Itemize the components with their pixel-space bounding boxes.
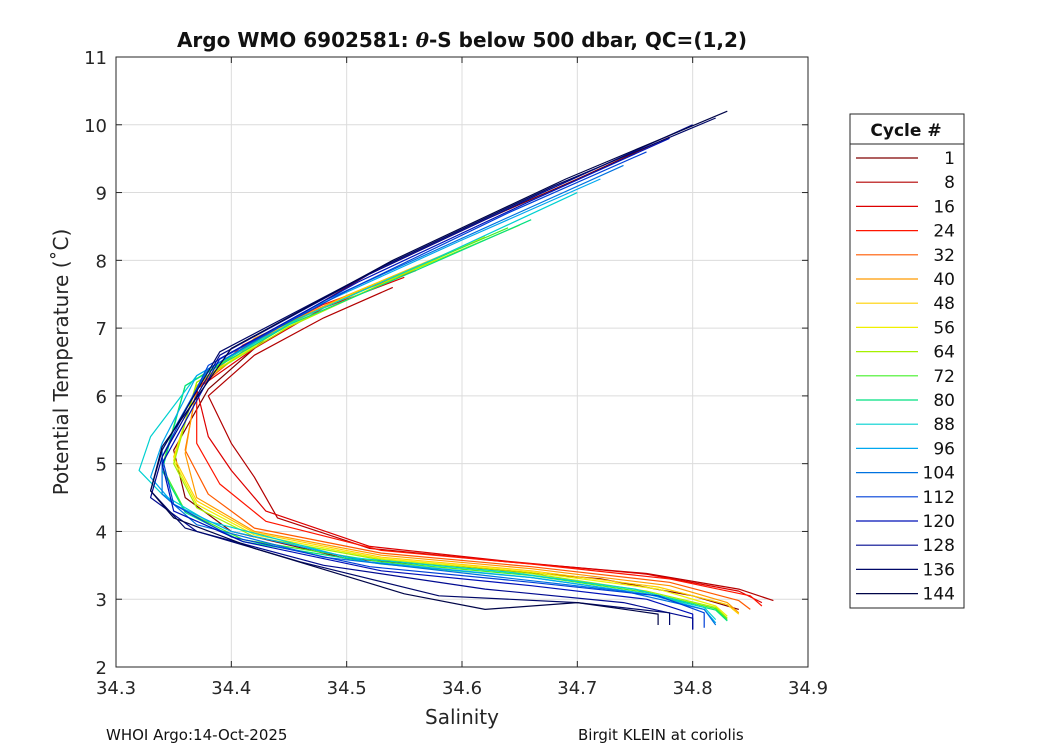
legend-label-cycle-8: 8	[944, 173, 955, 193]
axis-ticks: 34.3 34.4 34.5 34.6 34.7 34.8 34.9 2 3 4 5 6 7 8 9 10 11	[84, 48, 828, 699]
x-tick-label: 34.9	[788, 678, 828, 699]
x-tick-label: 34.5	[327, 678, 367, 699]
y-axis-label: Potential Temperature (˚C)	[49, 229, 73, 496]
legend: Cycle # 1 8 16 24 32 40 48 56 64 72 80 88 96 104 112 12…	[849, 113, 965, 609]
y-tick-label: 7	[96, 319, 107, 340]
x-tick-label: 34.3	[96, 678, 136, 699]
series-line-cycle-112	[161, 151, 705, 628]
chart-title: Argo WMO 6902581: θ-S below 500 dbar, QC…	[177, 28, 747, 52]
series-line-cycle-128	[150, 124, 694, 630]
legend-label-cycle-64: 64	[933, 343, 955, 363]
legend-label-cycle-128: 128	[923, 536, 955, 556]
y-tick-label: 9	[96, 184, 107, 205]
legend-label-cycle-112: 112	[923, 488, 955, 508]
series-line-cycle-120	[161, 137, 694, 629]
y-tick-label: 4	[96, 522, 107, 543]
y-tick-label: 11	[84, 48, 107, 69]
legend-label-cycle-40: 40	[933, 270, 955, 290]
series-line-cycle-48	[173, 246, 740, 615]
grid-lines	[116, 57, 808, 667]
legend-label-cycle-136: 136	[923, 560, 955, 580]
legend-label-cycle-144: 144	[923, 585, 955, 605]
y-tick-label: 8	[96, 251, 107, 272]
series-line-cycle-32	[184, 263, 751, 610]
y-tick-label: 2	[96, 658, 107, 679]
footer-right: Birgit KLEIN at coriolis	[578, 726, 744, 744]
x-tick-label: 34.7	[557, 678, 597, 699]
legend-label-cycle-16: 16	[933, 197, 955, 217]
legend-label-cycle-56: 56	[933, 318, 955, 338]
y-tick-label: 5	[96, 455, 107, 476]
legend-title: Cycle #	[870, 121, 941, 141]
legend-label-cycle-1: 1	[944, 149, 955, 169]
series-lines	[138, 110, 774, 630]
chart-title-suffix: -S below 500 dbar, QC=(1,2)	[429, 28, 747, 52]
legend-label-cycle-88: 88	[933, 415, 955, 435]
legend-label-cycle-24: 24	[933, 222, 955, 242]
legend-label-cycle-104: 104	[923, 464, 955, 484]
series-line-cycle-64	[173, 224, 728, 619]
legend-label-cycle-32: 32	[933, 246, 955, 266]
chart-title-prefix: Argo WMO 6902581:	[177, 28, 416, 52]
legend-label-cycle-48: 48	[933, 294, 955, 314]
legend-label-cycle-80: 80	[933, 391, 955, 411]
legend-box	[849, 113, 965, 609]
y-tick-label: 3	[96, 590, 107, 611]
x-tick-label: 34.6	[442, 678, 482, 699]
series-line-cycle-144	[150, 110, 728, 625]
x-axis-label: Salinity	[425, 705, 499, 729]
series-line-cycle-8	[207, 286, 774, 602]
footer-left: WHOI Argo:14-Oct-2025	[106, 726, 288, 744]
x-tick-label: 34.4	[211, 678, 251, 699]
x-tick-label: 34.8	[673, 678, 713, 699]
chart-title-theta: θ	[416, 28, 430, 52]
series-line-cycle-16	[196, 276, 763, 604]
legend-label-cycle-120: 120	[923, 512, 955, 532]
legend-label-cycle-96: 96	[933, 439, 955, 459]
y-tick-label: 10	[84, 116, 107, 137]
y-tick-label: 6	[96, 387, 107, 408]
legend-label-cycle-72: 72	[933, 367, 955, 387]
